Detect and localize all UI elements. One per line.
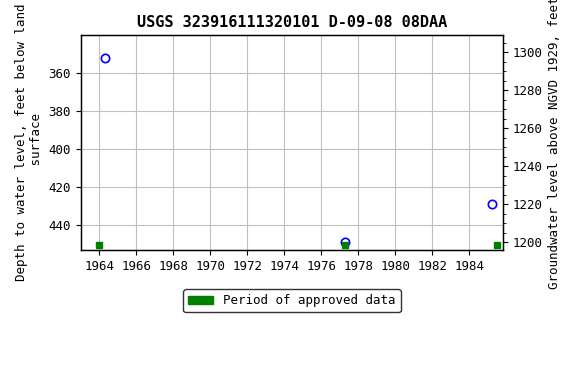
Legend: Period of approved data: Period of approved data: [183, 289, 400, 312]
Y-axis label: Groundwater level above NGVD 1929, feet: Groundwater level above NGVD 1929, feet: [548, 0, 561, 289]
Y-axis label: Depth to water level, feet below land
 surface: Depth to water level, feet below land su…: [15, 4, 43, 281]
Title: USGS 323916111320101 D-09-08 08DAA: USGS 323916111320101 D-09-08 08DAA: [137, 15, 447, 30]
